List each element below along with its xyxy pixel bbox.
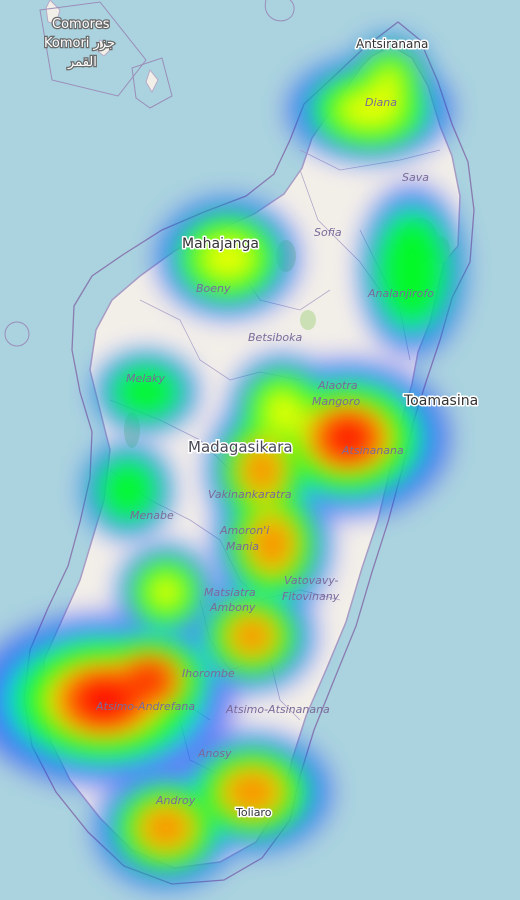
region-label-vatovavy1: Vatovavy-	[284, 574, 338, 587]
city-label-antsiranana: Antsiranana	[356, 37, 428, 51]
heat-blob	[100, 460, 156, 520]
region-label-diana: Diana	[365, 96, 397, 109]
heat-blob	[132, 666, 168, 694]
comoros-label-line1: Comores	[52, 17, 110, 32]
region-label-matsiatra1: Matsiatra	[204, 586, 256, 599]
region-label-boeny: Boeny	[196, 282, 231, 295]
heat-blob	[242, 444, 282, 496]
region-label-alaotra: Alaotra	[317, 379, 358, 392]
heat-blob	[229, 616, 275, 656]
region-label-sofia: Sofia	[314, 226, 342, 239]
region-label-vakinankaratra: Vakinankaratra	[208, 488, 292, 501]
heat-blob	[224, 771, 280, 813]
heat-level-5	[73, 420, 372, 720]
comoros-islands	[4, 0, 295, 347]
heat-blob	[379, 215, 445, 325]
region-label-amoron1: Amoron'i	[219, 524, 269, 537]
region-labels: Diana Sava Sofia Boeny Analanjirofo Bets…	[95, 96, 434, 807]
heat-blob	[193, 229, 263, 287]
heat-blob	[143, 569, 189, 615]
region-label-menabe: Menabe	[130, 509, 174, 522]
comoros-label-line3: القمر	[67, 55, 97, 70]
heat-blob	[324, 420, 372, 456]
region-label-amoron2: Mania	[226, 540, 259, 553]
region-label-androy: Androy	[155, 794, 196, 807]
heat-blob	[371, 59, 409, 101]
heat-blob	[113, 367, 179, 417]
region-label-matsiatra2: Ambony	[209, 601, 256, 614]
heat-blob	[251, 517, 293, 571]
region-label-analanjirofo: Analanjirofo	[367, 287, 434, 300]
heat-blob	[257, 383, 307, 437]
place-labels: Comores Komori جزر القمر Antsiranana Mah…	[43, 16, 480, 821]
region-label-atsimo-atsinanana: Atsimo-Atsinanana	[225, 703, 330, 716]
region-label-anosy: Anosy	[197, 747, 232, 760]
region-label-vatovavy2: Fitovinany	[282, 590, 340, 603]
heatmap-layer	[0, 38, 462, 885]
region-label-melaky: Melaky	[126, 372, 165, 385]
region-label-atsinanana: Atsinanana	[341, 444, 404, 457]
region-label-ihorombe: Ihorombe	[182, 667, 235, 680]
country-label: Madagasikara	[188, 438, 293, 456]
region-label-mangoro: Mangoro	[312, 395, 360, 408]
region-label-betsiboka: Betsiboka	[248, 331, 302, 344]
region-label-sava: Sava	[402, 171, 429, 184]
heat-blob	[140, 807, 192, 849]
comoros-label-line2: Komori جزر	[44, 36, 115, 51]
heat-blob	[73, 680, 135, 720]
city-label-toliara: Toliaro	[235, 806, 272, 819]
city-label-mahajanga: Mahajanga	[182, 236, 259, 252]
city-label-toamasina: Toamasina	[403, 393, 478, 409]
region-label-atsimo-andrefana: Atsimo-Andrefana	[95, 700, 195, 713]
